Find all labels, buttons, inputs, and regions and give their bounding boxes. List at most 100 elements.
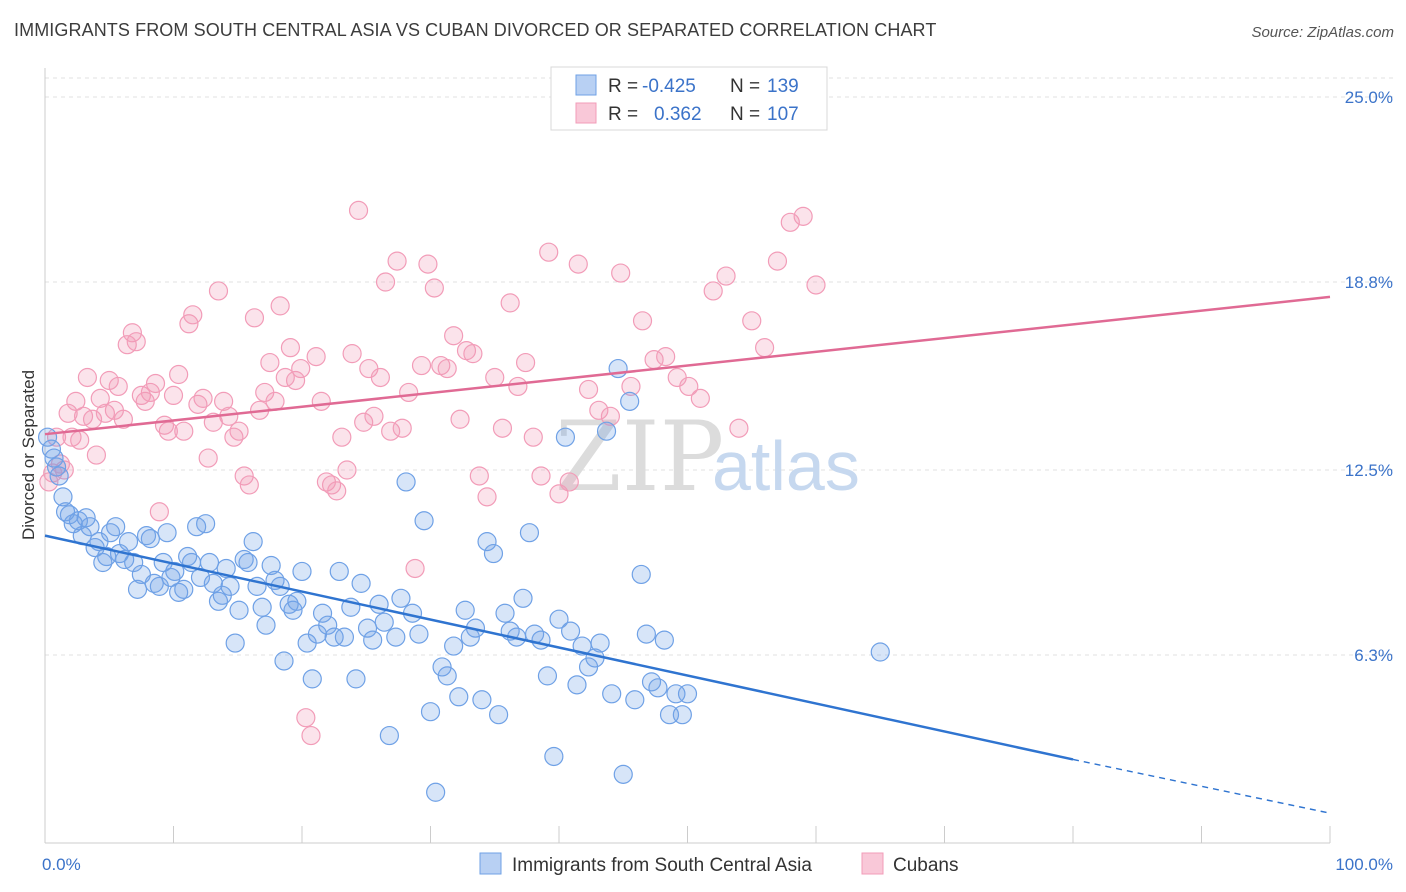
cubans-point-7 xyxy=(66,391,86,411)
cubans-point-56 xyxy=(301,725,321,746)
cubans-point-60 xyxy=(321,475,342,495)
legend-n-label-asia: N = xyxy=(730,76,760,97)
stats-legend: R = -0.425 N = 139 R = 0.362 N = 107 xyxy=(550,66,828,131)
asia-point-33 xyxy=(169,582,189,602)
asia-point-4 xyxy=(49,466,69,486)
cubans-point-38 xyxy=(208,281,229,301)
asia-point-129 xyxy=(870,642,890,662)
cubans-point-64 xyxy=(342,344,362,364)
asia-point-127 xyxy=(672,705,692,725)
asia-point-57 xyxy=(274,651,294,671)
cubans-point-89 xyxy=(500,293,520,313)
cubans-point-71 xyxy=(381,421,401,441)
asia-point-39 xyxy=(196,514,216,534)
cubans-point-68 xyxy=(364,406,384,426)
series-legend: Immigrants from South Central Asia Cuban… xyxy=(479,852,959,876)
cubans-point-66 xyxy=(354,412,374,432)
cubans-point-116 xyxy=(793,206,813,226)
cubans-point-34 xyxy=(188,394,208,414)
asia-point-66 xyxy=(318,615,338,635)
cubans-point-112 xyxy=(742,311,762,331)
cubans-point-58 xyxy=(311,391,331,411)
cubans-point-92 xyxy=(523,427,543,447)
asia-point-86 xyxy=(432,657,452,677)
asia-point-73 xyxy=(357,618,378,638)
bottom-legend-label-cubans: Cubans xyxy=(893,855,959,876)
asia-point-69 xyxy=(334,627,355,647)
cubans-point-75 xyxy=(405,558,425,579)
y-tick-label-3: 25.0% xyxy=(1345,88,1393,107)
x-tick-label-0: 0.0% xyxy=(42,855,81,874)
cubans-point-45 xyxy=(244,308,265,328)
asia-point-53 xyxy=(256,615,276,635)
cubans-point-35 xyxy=(193,388,213,408)
asia-point-97 xyxy=(495,603,515,623)
y-tick-label-0: 6.3% xyxy=(1354,646,1393,665)
series-south-central-asia xyxy=(37,358,890,802)
asia-point-67 xyxy=(324,627,344,647)
cubans-point-76 xyxy=(411,355,432,376)
asia-point-89 xyxy=(449,687,469,707)
cubans-point-21 xyxy=(126,332,146,352)
cubans-point-103 xyxy=(632,311,653,331)
cubans-point-80 xyxy=(437,358,457,379)
x-tick-label-1: 100.0% xyxy=(1335,855,1393,874)
asia-point-87 xyxy=(437,666,457,686)
cubans-point-81 xyxy=(444,326,464,346)
cubans-point-36 xyxy=(198,448,218,468)
source-label: Source: ZipAtlas.com xyxy=(1251,24,1394,41)
cubans-point-31 xyxy=(174,421,194,441)
cubans-point-43 xyxy=(234,466,254,486)
trend-line-cubans xyxy=(44,295,1331,436)
asia-point-84 xyxy=(420,702,441,722)
bottom-legend-swatch-cubans xyxy=(861,852,884,875)
bottom-legend-label-asia: Immigrants from South Central Asia xyxy=(512,855,812,876)
cubans-point-17 xyxy=(108,376,128,397)
asia-point-123 xyxy=(648,678,668,698)
cubans-point-30 xyxy=(169,364,189,385)
cubans-point-13 xyxy=(90,388,110,408)
asia-point-18 xyxy=(106,517,126,537)
asia-point-105 xyxy=(544,746,564,767)
cubans-point-5 xyxy=(58,403,78,423)
cubans-point-110 xyxy=(716,266,736,286)
asia-point-83 xyxy=(414,511,434,531)
asia-point-74 xyxy=(363,630,383,650)
cubans-point-33 xyxy=(183,305,203,325)
cubans-point-91 xyxy=(515,352,536,373)
cubans-point-73 xyxy=(392,418,412,438)
cubans-point-72 xyxy=(387,251,407,271)
cubans-point-25 xyxy=(145,373,166,394)
cubans-point-97 xyxy=(568,254,588,274)
y-tick-label-1: 12.5% xyxy=(1345,461,1393,480)
cubans-point-48 xyxy=(260,352,280,373)
legend-n-value-cubans: 107 xyxy=(767,104,799,125)
cubans-point-107 xyxy=(679,376,699,397)
cubans-point-77 xyxy=(418,254,438,274)
cubans-point-12 xyxy=(86,445,107,465)
asia-point-21 xyxy=(118,532,139,552)
asia-point-115 xyxy=(602,684,622,704)
asia-point-106 xyxy=(549,609,569,629)
cubans-point-86 xyxy=(477,487,497,507)
asia-point-114 xyxy=(596,421,617,441)
cubans-point-50 xyxy=(270,296,290,316)
cubans-point-18 xyxy=(113,409,133,429)
series-cubans xyxy=(39,200,826,746)
cubans-point-57 xyxy=(306,347,326,367)
x-tick-labels: 0.0% 100.0% xyxy=(42,855,1393,874)
asia-point-96 xyxy=(489,705,509,725)
cubans-point-87 xyxy=(485,367,505,388)
trend-line-extension-asia xyxy=(1072,758,1331,814)
asia-point-80 xyxy=(396,472,416,492)
asia-point-9 xyxy=(68,511,89,531)
cubans-point-26 xyxy=(149,502,169,522)
cubans-point-78 xyxy=(424,278,444,298)
asia-point-46 xyxy=(225,633,245,653)
asia-point-113 xyxy=(590,633,610,653)
cubans-point-99 xyxy=(589,400,609,420)
cubans-point-84 xyxy=(463,344,483,364)
asia-point-124 xyxy=(654,630,674,650)
cubans-point-109 xyxy=(703,281,723,301)
asia-point-79 xyxy=(391,588,411,608)
